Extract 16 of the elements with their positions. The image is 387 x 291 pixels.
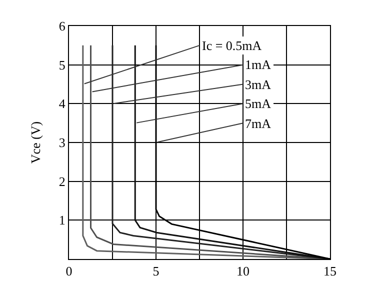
y-axis-title: Vce (V): [28, 121, 43, 164]
y-tick-label: 3: [58, 135, 66, 150]
x-tick-label: 5: [152, 264, 160, 279]
y-tick-label: 4: [58, 96, 66, 112]
x-tick-label: 15: [324, 264, 336, 279]
annotation: 7mA: [245, 116, 272, 131]
y-tick-label: 5: [58, 57, 66, 72]
annotation: 5mA: [245, 96, 272, 111]
x-tick-label: 0: [66, 264, 72, 279]
annotation: 3mA: [245, 77, 272, 92]
y-tick-label: 6: [58, 18, 66, 34]
y-tick-label: 2: [58, 174, 66, 189]
annotation: 1mA: [245, 57, 272, 72]
y-tick-label: 1: [58, 212, 66, 228]
x-tick-label: 10: [236, 264, 250, 279]
annotation: Ic = 0.5mA: [202, 38, 262, 53]
